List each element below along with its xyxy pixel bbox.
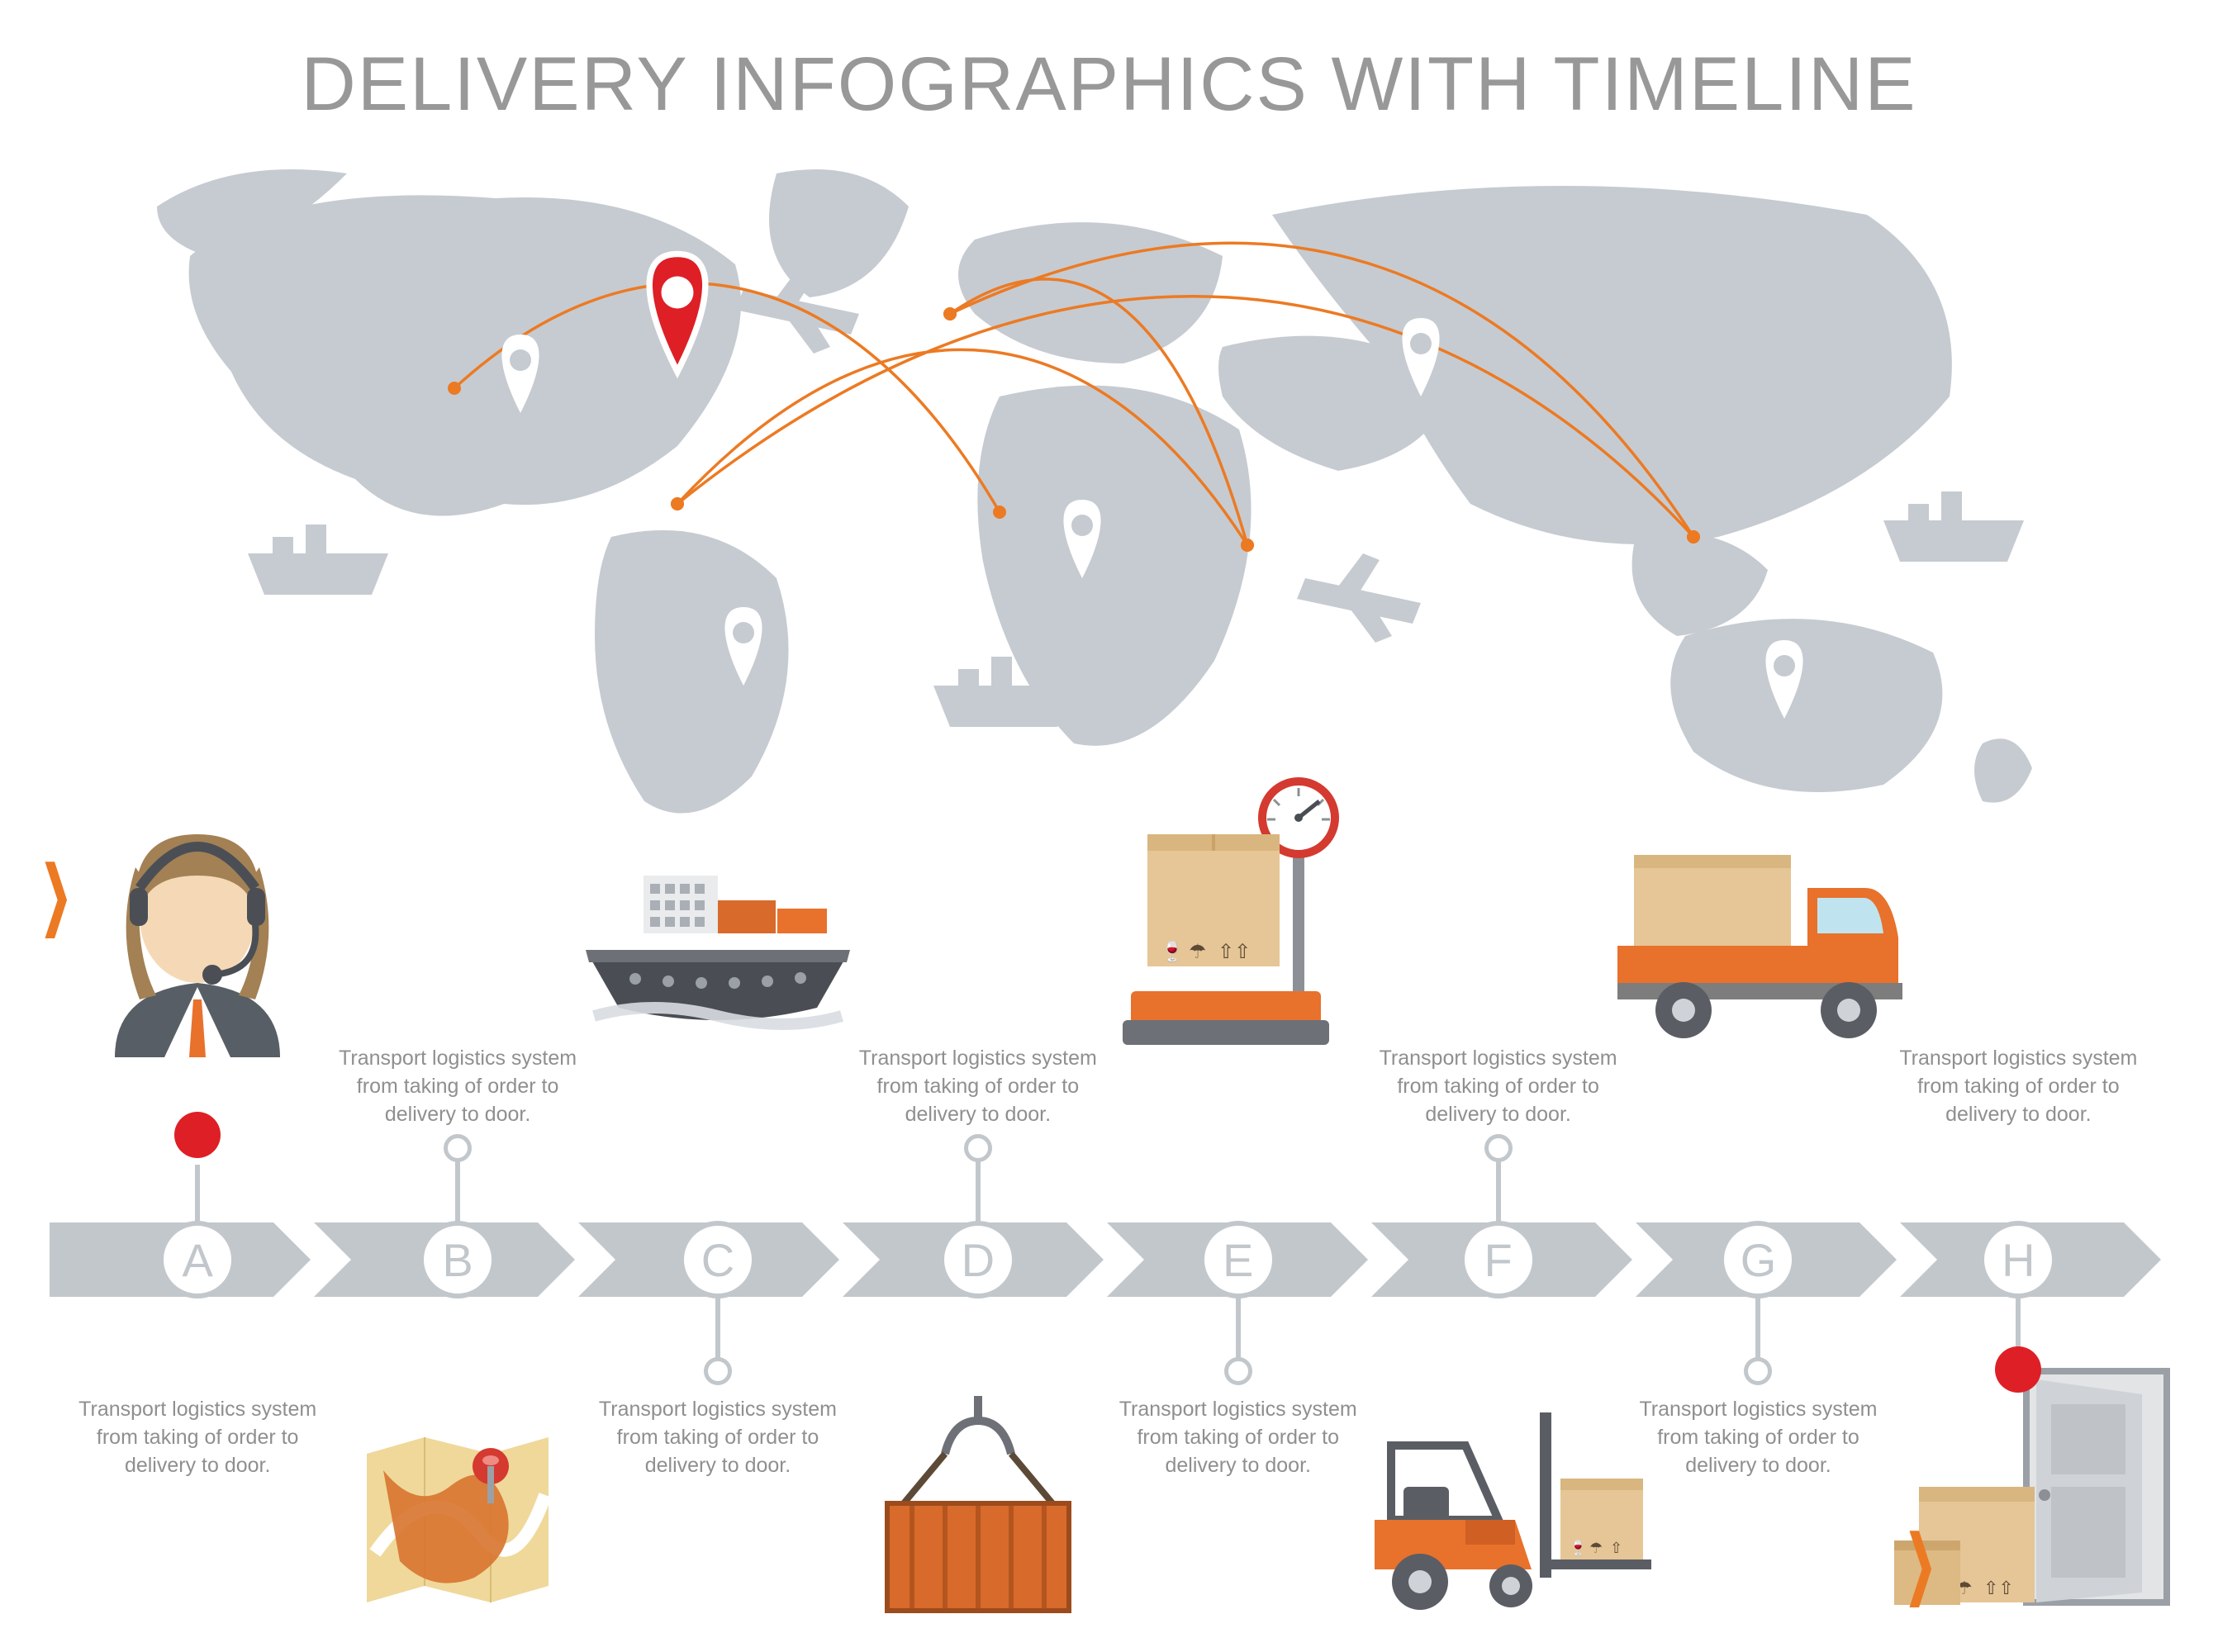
cargo-ship-icon	[569, 818, 867, 1053]
svg-text:⇧: ⇧	[1610, 1540, 1622, 1556]
timeline-step-text: Transport logistics system from taking o…	[854, 1045, 1102, 1128]
timeline-node-h: H	[1979, 1221, 2057, 1298]
world-map	[66, 149, 2148, 826]
doorstep-boxes-icon: 🍷☂⇧⇧	[1894, 1363, 2175, 1640]
timeline-node-a: A	[159, 1221, 236, 1298]
timeline-stem-dot	[174, 1112, 221, 1158]
timeline-node-b: B	[419, 1221, 496, 1298]
timeline-stem-dot	[1995, 1346, 2041, 1393]
timeline-stem-dot	[444, 1134, 472, 1162]
timeline-arrow-bar	[50, 1222, 2164, 1297]
delivery-truck-icon	[1601, 805, 1915, 1057]
timeline-stem-dot	[1744, 1357, 1772, 1385]
timeline-step-text: Transport logistics system from taking o…	[334, 1045, 582, 1128]
chevron-left-icon: ❯	[40, 851, 72, 938]
timeline-node-f: F	[1460, 1221, 1537, 1298]
weighing-scale-icon: 🍷☂ ⇧⇧	[1106, 776, 1370, 1061]
timeline-step-text: Transport logistics system from taking o…	[1375, 1045, 1622, 1128]
hanging-container-icon	[854, 1396, 1102, 1631]
timeline-stem-dot	[964, 1134, 992, 1162]
timeline-stem-dot	[1484, 1134, 1513, 1162]
chevron-right-icon: ❯	[1905, 1520, 1936, 1607]
timeline: 🍷☂⇧⇧ 🍷☂⇧	[50, 867, 2164, 1611]
svg-text:🍷: 🍷	[1569, 1539, 1587, 1556]
timeline-node-g: G	[1719, 1221, 1797, 1298]
svg-text:☂: ☂	[1189, 941, 1207, 963]
timeline-step-text: Transport logistics system from taking o…	[74, 1396, 321, 1479]
forklift-icon: 🍷☂ ⇧	[1342, 1396, 1655, 1631]
timeline-node-c: C	[679, 1221, 757, 1298]
svg-text:🍷: 🍷	[1160, 940, 1185, 963]
timeline-node-d: D	[939, 1221, 1017, 1298]
timeline-step-text: Transport logistics system from taking o…	[1894, 1045, 2142, 1128]
continents	[157, 169, 2032, 814]
timeline-stem-dot	[1224, 1357, 1252, 1385]
timeline-stem	[195, 1165, 200, 1222]
timeline-step-text: Transport logistics system from taking o…	[1634, 1396, 1882, 1479]
svg-text:☂: ☂	[1589, 1540, 1603, 1556]
svg-text:⇧⇧: ⇧⇧	[1983, 1578, 2014, 1598]
timeline-step-text: Transport logistics system from taking o…	[1114, 1396, 1362, 1479]
page-title: DELIVERY INFOGRAPHICS WITH TIMELINE	[0, 41, 2218, 128]
timeline-node-e: E	[1199, 1221, 1277, 1298]
timeline-stem-dot	[704, 1357, 732, 1385]
timeline-step-text: Transport logistics system from taking o…	[594, 1396, 842, 1479]
route-map-icon	[350, 1421, 565, 1623]
svg-text:⇧⇧: ⇧⇧	[1218, 941, 1251, 963]
callcenter-operator-icon	[90, 809, 305, 1061]
